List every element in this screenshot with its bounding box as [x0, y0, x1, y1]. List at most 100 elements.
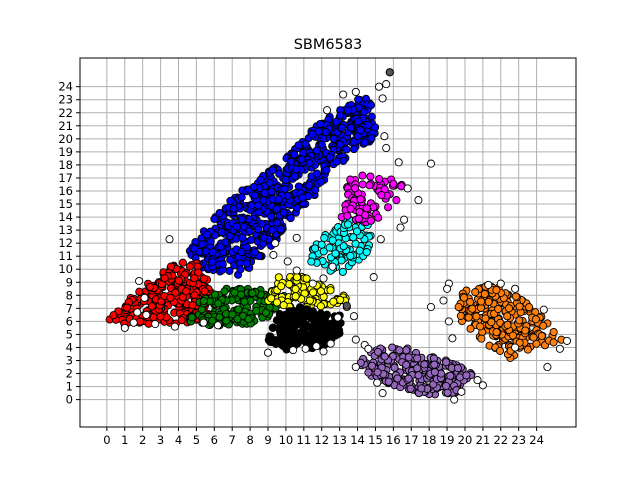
data-point [237, 193, 246, 202]
outlier-point [496, 279, 505, 288]
data-point [237, 247, 246, 256]
data-point [305, 159, 314, 168]
data-point [314, 127, 323, 136]
data-point [454, 302, 463, 312]
outlier-point [376, 235, 385, 244]
data-point [336, 295, 345, 304]
data-point [279, 301, 288, 310]
data-point [402, 346, 411, 355]
data-point [265, 178, 274, 187]
x-tick-label: 24 [529, 433, 544, 447]
data-point [316, 302, 325, 311]
data-point [254, 225, 263, 234]
outlier-point [511, 343, 520, 352]
outlier-point [484, 280, 493, 289]
data-point [210, 290, 220, 299]
data-point [267, 212, 276, 221]
data-point [453, 364, 462, 373]
data-point [349, 233, 358, 242]
data-point [238, 233, 247, 242]
data-point [343, 211, 352, 220]
y-tick-label: 11 [58, 249, 73, 263]
outlier-point [129, 318, 138, 327]
outlier-point [478, 381, 487, 390]
outlier-point [539, 305, 548, 314]
outlier-point [140, 293, 149, 302]
outlier-point [562, 336, 572, 345]
outlier-point [351, 87, 360, 96]
data-point [260, 188, 269, 198]
y-tick-label: 21 [58, 119, 73, 133]
data-point [208, 316, 217, 325]
data-point [430, 360, 439, 369]
outlier-point [292, 266, 301, 275]
data-point [487, 318, 496, 327]
data-point [301, 320, 310, 329]
data-point [494, 304, 503, 314]
data-point [374, 213, 383, 222]
x-tick-label: 15 [368, 433, 383, 447]
data-point [430, 368, 439, 377]
outlier-point [301, 344, 310, 353]
outlier-point [374, 82, 384, 91]
data-point [358, 171, 367, 180]
chart-title: SBM6583 [294, 37, 363, 53]
outlier-point [271, 239, 280, 248]
y-tick-label: 5 [66, 327, 73, 341]
y-tick-label: 3 [66, 354, 73, 368]
data-point [309, 288, 318, 297]
data-point [334, 326, 343, 335]
y-tick-label: 10 [58, 262, 73, 276]
outlier-point [448, 334, 457, 343]
outlier-point [369, 273, 378, 282]
outlier-point [378, 389, 387, 398]
outlier-point [213, 321, 222, 330]
outlier-point [373, 378, 382, 387]
data-point [442, 358, 451, 367]
data-point [217, 228, 226, 237]
data-point [290, 150, 299, 159]
outlier-point [328, 262, 337, 271]
x-tick-label: 13 [332, 433, 347, 447]
data-point [147, 302, 156, 311]
x-tick-label: 12 [314, 433, 329, 447]
x-tick-label: 9 [264, 433, 271, 447]
data-point [446, 371, 455, 380]
data-point [468, 304, 477, 313]
outlier-point [319, 347, 328, 356]
data-point [242, 259, 251, 268]
data-point [337, 123, 346, 132]
data-point [346, 175, 355, 184]
data-point [272, 204, 281, 213]
data-point [384, 203, 393, 212]
data-point [362, 248, 371, 257]
y-tick-label: 12 [58, 236, 73, 250]
data-point [342, 145, 351, 154]
data-point [366, 216, 376, 225]
data-point [471, 288, 480, 297]
y-tick-label: 23 [58, 93, 73, 107]
data-point [166, 293, 175, 302]
data-point [301, 312, 310, 321]
data-point [442, 381, 451, 391]
data-point [332, 117, 341, 126]
data-point [182, 287, 191, 296]
data-point [294, 141, 303, 150]
outlier-point [457, 387, 466, 396]
data-point [248, 289, 257, 298]
data-point [178, 258, 187, 267]
data-point [472, 312, 481, 321]
x-tick-label: 14 [350, 433, 365, 447]
data-point [214, 299, 223, 308]
data-point [366, 172, 375, 181]
data-point [202, 230, 211, 239]
data-point [464, 313, 473, 322]
data-point [222, 316, 231, 325]
data-point [177, 316, 186, 325]
data-point [286, 214, 295, 223]
data-point [317, 177, 326, 186]
data-point [377, 191, 386, 200]
y-tick-label: 22 [58, 106, 73, 120]
data-point [228, 310, 237, 319]
